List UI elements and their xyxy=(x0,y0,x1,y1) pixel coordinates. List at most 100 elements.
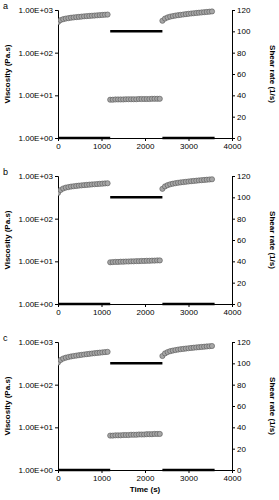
y2-axis-title: Shear rate (1/s) xyxy=(268,45,277,103)
tick-mark xyxy=(232,197,235,198)
tick: 20 xyxy=(232,445,246,454)
tick: 100 xyxy=(232,359,251,368)
tick: 0 xyxy=(56,138,61,151)
tick-mark xyxy=(55,304,58,305)
tick-mark xyxy=(232,240,235,241)
tick: 0 xyxy=(232,134,242,143)
tick-mark xyxy=(232,261,235,262)
tick-mark xyxy=(55,342,58,343)
panel: 010002000300040001.00E+001.00E+011.00E+0… xyxy=(3,167,277,317)
shear-rate-line xyxy=(58,197,215,304)
tick-mark xyxy=(232,138,235,139)
data-point xyxy=(105,349,110,354)
tick: 1.00E+02 xyxy=(19,49,58,58)
y-axis: 1.00E+001.00E+011.00E+021.00E+03 xyxy=(19,172,59,309)
tick-label: 2000 xyxy=(137,308,155,317)
plot-area xyxy=(58,177,215,304)
y2-axis-title: Shear rate (1/s) xyxy=(268,211,277,269)
data-point xyxy=(157,96,162,101)
panel-label: b xyxy=(3,167,8,177)
tick: 40 xyxy=(232,423,246,432)
panel: 010002000300040001.00E+001.00E+011.00E+0… xyxy=(3,1,277,151)
tick-label: 80 xyxy=(237,215,246,224)
tick-label: 120 xyxy=(237,338,251,347)
axis-line xyxy=(233,11,236,139)
axis-line xyxy=(233,343,236,471)
shear-rate-line xyxy=(58,363,215,470)
data-point xyxy=(105,12,110,17)
tick: 2000 xyxy=(137,138,155,151)
tick-label: 0 xyxy=(56,142,61,151)
y-axis-title: Viscosity (Pa.s) xyxy=(3,44,12,103)
chart-root: 010002000300040001.00E+001.00E+011.00E+0… xyxy=(0,0,279,500)
tick: 2000 xyxy=(137,304,155,317)
tick-mark xyxy=(55,261,58,262)
tick-label: 120 xyxy=(237,6,251,15)
tick: 3000 xyxy=(180,138,198,151)
tick: 0 xyxy=(56,470,61,483)
tick-mark xyxy=(232,385,235,386)
tick-label: 3000 xyxy=(180,142,198,151)
tick-label: 2000 xyxy=(137,474,155,483)
tick: 1.00E+00 xyxy=(19,466,58,475)
tick-label: 1.00E+00 xyxy=(19,300,54,309)
tick-mark xyxy=(55,138,58,139)
tick: 0 xyxy=(232,466,242,475)
tick-mark xyxy=(232,283,235,284)
y2-axis: 020406080100120 xyxy=(232,172,251,309)
tick: 1.00E+01 xyxy=(19,423,58,432)
tick: 60 xyxy=(232,402,246,411)
tick-label: 40 xyxy=(237,257,246,266)
tick-label: 1000 xyxy=(93,308,111,317)
x-axis-title: Time (s) xyxy=(130,485,161,494)
tick-label: 1.00E+01 xyxy=(19,91,54,100)
tick-mark xyxy=(232,406,235,407)
tick-mark xyxy=(232,449,235,450)
tick: 60 xyxy=(232,236,246,245)
tick-label: 3000 xyxy=(180,474,198,483)
y2-axis-title: Shear rate (1/s) xyxy=(268,377,277,435)
tick-label: 80 xyxy=(237,381,246,390)
tick: 1.00E+03 xyxy=(19,172,58,181)
tick-mark xyxy=(55,53,58,54)
tick-mark xyxy=(55,95,58,96)
tick-label: 3000 xyxy=(180,308,198,317)
data-point xyxy=(209,343,214,348)
tick-label: 120 xyxy=(237,172,251,181)
tick-mark xyxy=(232,31,235,32)
tick-label: 1.00E+00 xyxy=(19,466,54,475)
data-point xyxy=(157,258,162,263)
plot-area xyxy=(58,343,215,470)
x-axis: 01000200030004000 xyxy=(56,470,242,483)
tick: 120 xyxy=(232,6,251,15)
tick-label: 100 xyxy=(237,193,251,202)
tick-label: 2000 xyxy=(137,142,155,151)
chart-svg: 010002000300040001.00E+001.00E+011.00E+0… xyxy=(0,0,279,500)
tick-label: 1.00E+02 xyxy=(19,49,54,58)
tick-label: 0 xyxy=(56,474,61,483)
data-point xyxy=(157,431,162,436)
y-axis: 1.00E+001.00E+011.00E+021.00E+03 xyxy=(19,338,59,475)
tick-label: 0 xyxy=(56,308,61,317)
tick-label: 100 xyxy=(237,27,251,36)
tick: 1000 xyxy=(93,470,111,483)
tick-mark xyxy=(232,342,235,343)
tick-mark xyxy=(55,219,58,220)
tick-label: 1.00E+01 xyxy=(19,423,54,432)
tick-mark xyxy=(145,138,146,141)
y2-axis: 0 20 40 60 80 100 120 xyxy=(232,338,251,475)
tick-label: 20 xyxy=(237,279,246,288)
tick: 100 xyxy=(232,193,251,202)
tick-mark xyxy=(55,10,58,11)
axis-line xyxy=(55,343,59,471)
tick-label: 1000 xyxy=(93,142,111,151)
tick: 80 xyxy=(232,215,246,224)
tick-label: 40 xyxy=(237,91,246,100)
data-point xyxy=(209,9,214,14)
tick: 1.00E+03 xyxy=(19,338,58,347)
tick-mark xyxy=(232,363,235,364)
tick: 1000 xyxy=(93,304,111,317)
y-axis: 1.00E+001.00E+011.00E+021.00E+03 xyxy=(19,6,59,143)
tick: 1.00E+02 xyxy=(19,215,58,224)
tick-label: 1000 xyxy=(93,474,111,483)
